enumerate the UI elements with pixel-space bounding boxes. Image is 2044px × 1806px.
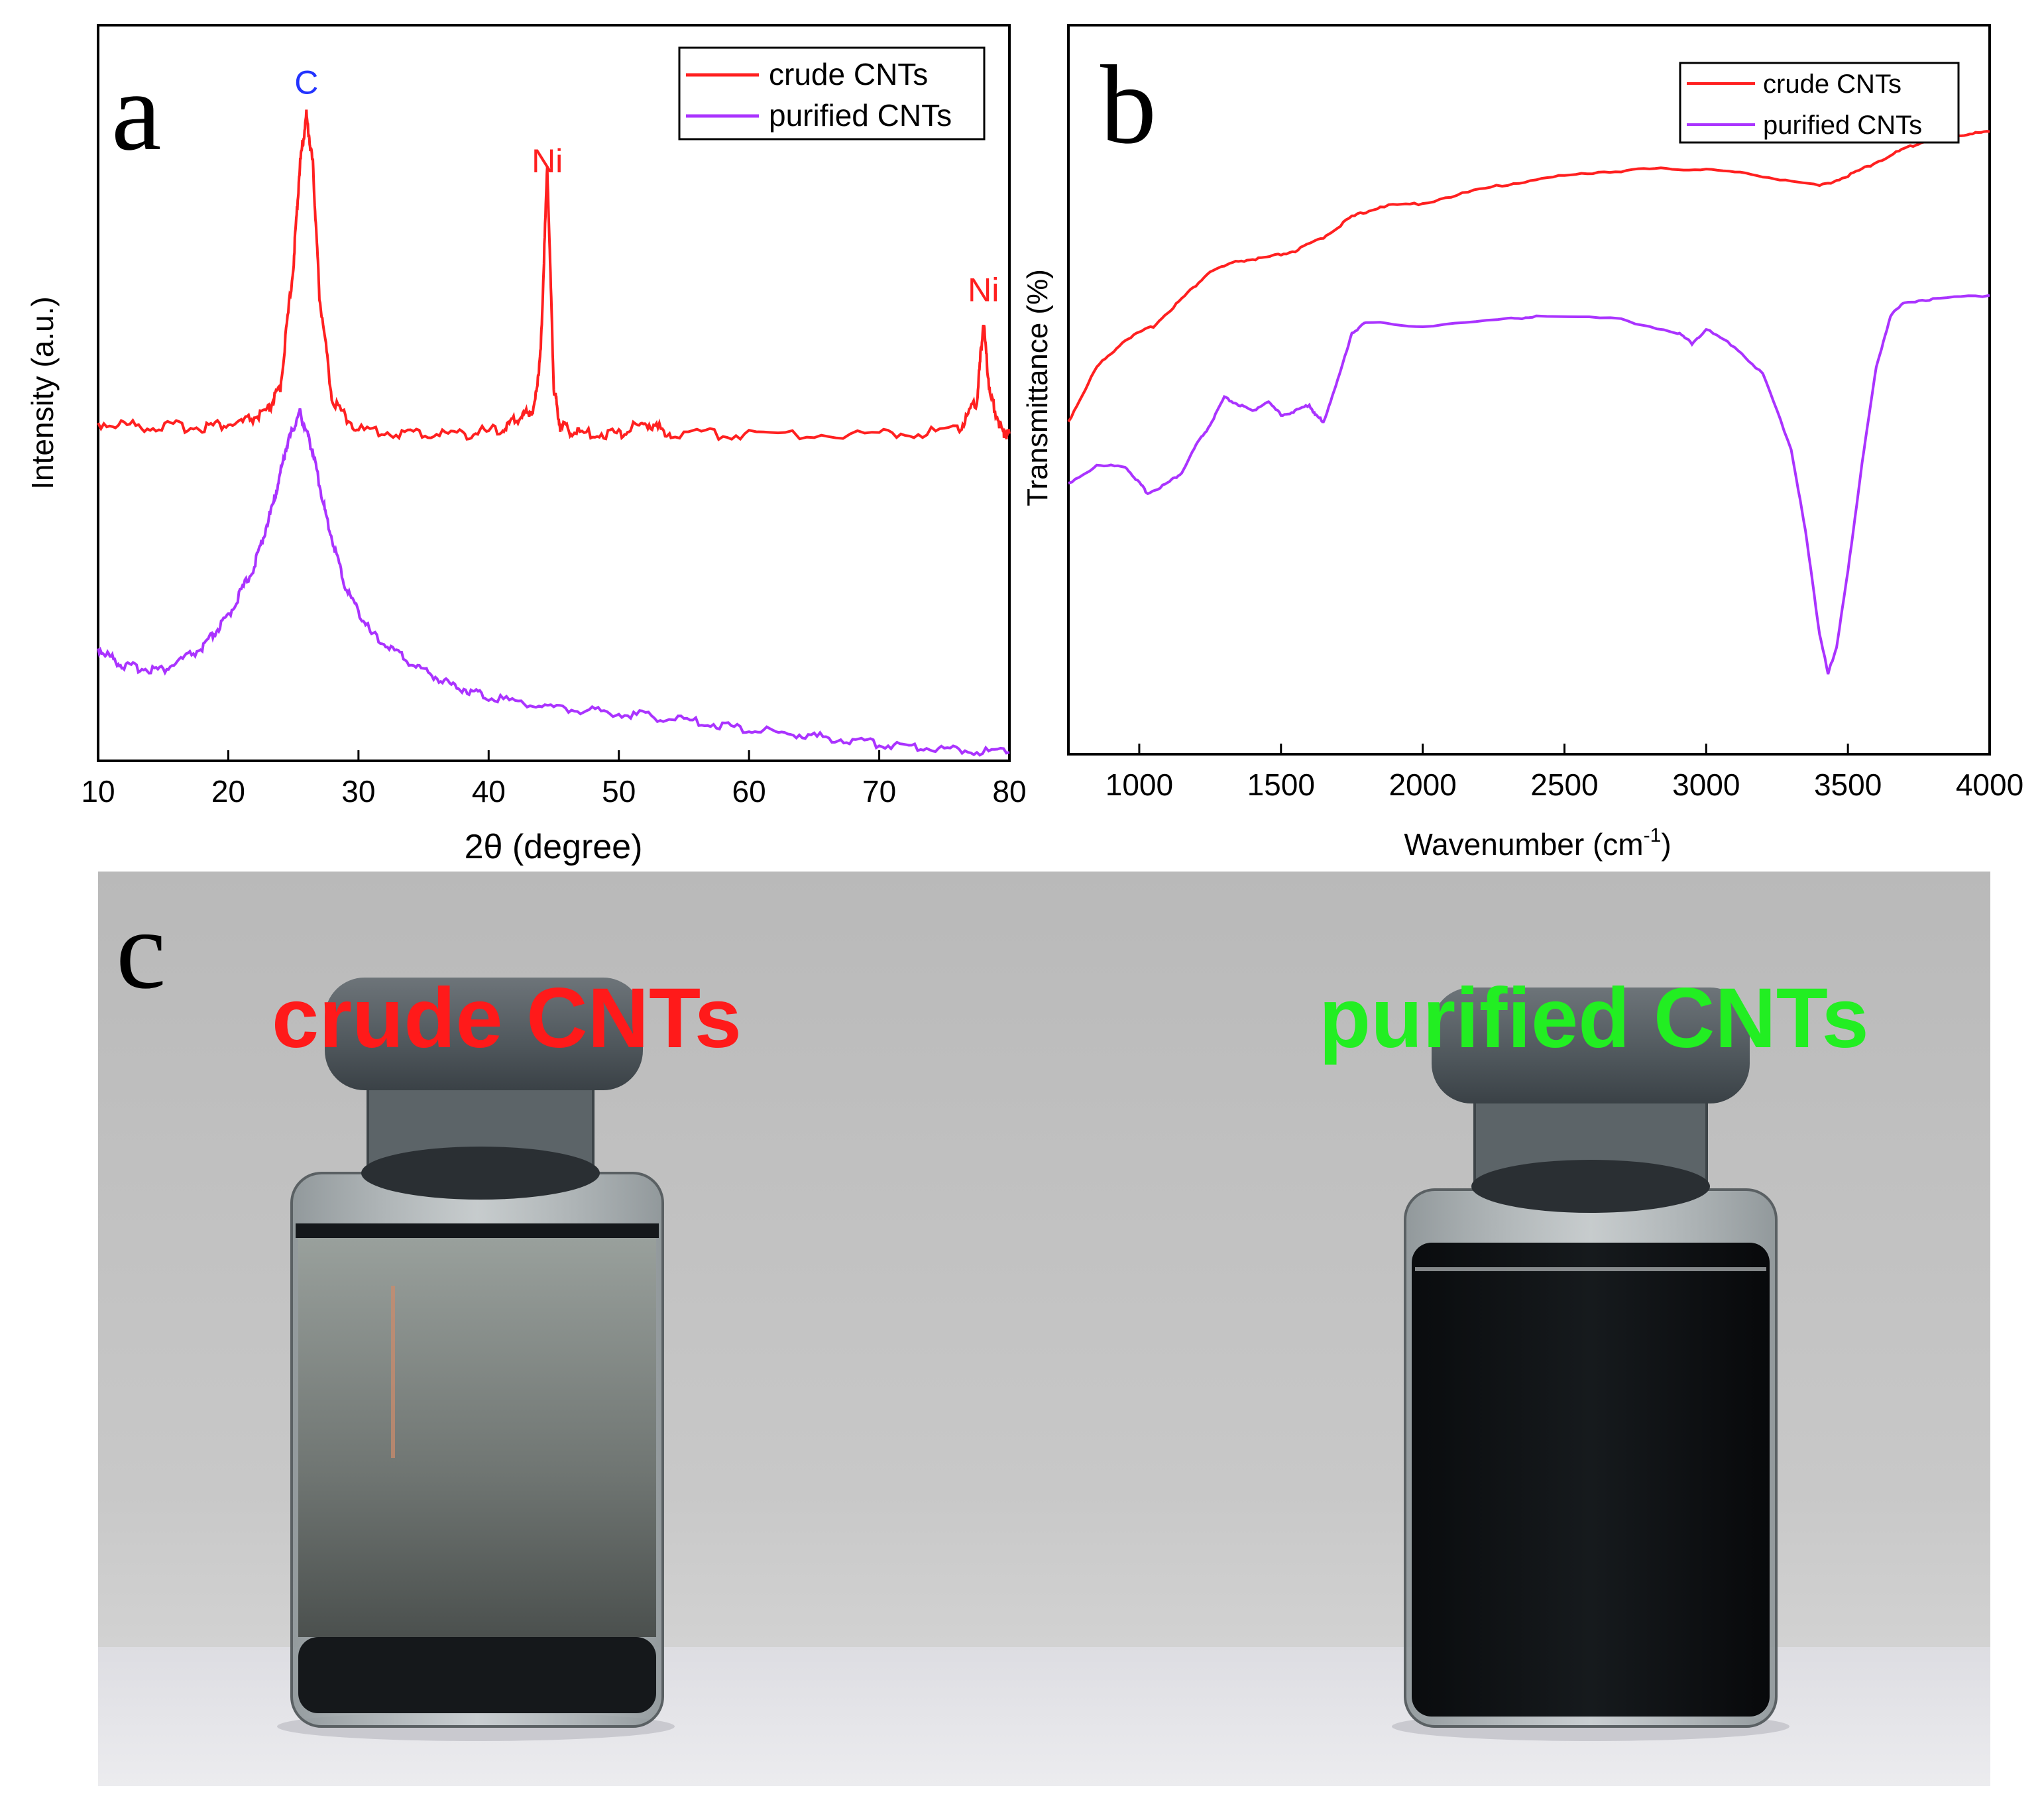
vial-purified-liquid	[1412, 1243, 1770, 1717]
panel-b-x-axis-label-close: )	[1661, 827, 1671, 862]
panel-b-purified-cnts-line	[1068, 294, 1990, 675]
photo-label-crude-cnts: crude CNTs	[272, 971, 742, 1066]
vial-crude-reflection	[391, 1286, 395, 1458]
vial-crude-meniscus	[296, 1223, 659, 1238]
panel-a-peak-label: C	[294, 64, 318, 101]
panel-b-x-tick-labels: 1000 1500 2000 2500 3000 3500 4000	[1106, 767, 2023, 802]
panel-b-x-axis-label: Wavenumber (cm-1)	[1404, 824, 1671, 862]
vial-crude-sediment	[298, 1637, 656, 1713]
panel-a-x-tick-label: 70	[862, 774, 896, 809]
panel-a-legend-box	[678, 46, 986, 141]
panel-a-x-tick-label: 50	[602, 774, 636, 809]
panel-b-legend-crude-label: crude CNTs	[1763, 70, 1902, 99]
panel-a-crude-cnts-line	[97, 109, 1011, 441]
panel-b-x-tick-label: 2500	[1530, 767, 1598, 802]
panel-b-y-axis-label: Transmittance (%)	[1021, 269, 1054, 506]
panel-b-x-tick-label: 2000	[1389, 767, 1456, 802]
panel-b-legend-purified-label: purified CNTs	[1763, 111, 1922, 140]
panel-a-x-tick-label: 10	[81, 774, 115, 809]
panel-a-purified-cnts-line	[97, 408, 1010, 757]
panel-b-x-tick-label: 4000	[1956, 767, 2023, 802]
panel-b-x-axis-label-sup: -1	[1644, 824, 1662, 846]
vial-purified-cap	[1432, 988, 1750, 1103]
panel-a-peak-label: Ni	[532, 142, 563, 180]
panel-b-x-tick-label: 1000	[1106, 767, 1173, 802]
photo-label-purified-cnts: purified CNTs	[1319, 971, 1869, 1066]
vial-purified-meniscus-highlight	[1415, 1267, 1766, 1271]
panel-a-x-tick-labels: 10 20 30 40 50 60 70 80	[81, 774, 1026, 809]
panel-a-x-tick-label: 80	[992, 774, 1026, 809]
panel-b-x-tick-label: 3000	[1672, 767, 1740, 802]
panel-a-xrd-chart: 10 20 30 40 50 60 70 80 C Ni Ni a 2θ (degree) Int…	[25, 24, 1027, 866]
panel-a-peak-label: Ni	[968, 272, 999, 309]
panel-b-ftir-chart: 1000 1500 2000 2500 3000 3500 4000 b Wavenumbe…	[1021, 24, 2023, 862]
panel-a-x-ticks	[97, 750, 1011, 761]
panel-a-x-tick-label: 20	[211, 774, 245, 809]
panel-a-letter: a	[111, 49, 161, 174]
panel-b-x-axis-label-main: Wavenumber (cm	[1404, 827, 1643, 862]
panel-a-x-tick-label: 30	[341, 774, 375, 809]
panel-a-legend-purified-label: purified CNTs	[769, 98, 952, 133]
panel-c-letter: c	[116, 887, 166, 1012]
vial-crude-stopper	[361, 1147, 600, 1200]
panel-a-x-axis-label: 2θ (degree)	[465, 828, 643, 866]
panel-b-x-ticks	[1138, 744, 1991, 754]
panel-a-x-tick-label: 40	[472, 774, 506, 809]
panel-b-legend: crude CNTs purified CNTs	[1679, 62, 1960, 144]
panel-b-crude-cnts-line	[1067, 130, 1990, 423]
panel-b-plot-frame	[1067, 24, 1991, 756]
vial-crude-liquid	[298, 1233, 656, 1637]
panel-a-peak-annotations: C Ni Ni	[294, 64, 999, 308]
panel-b-x-tick-label: 3500	[1814, 767, 1882, 802]
panel-a-x-tick-label: 60	[732, 774, 766, 809]
panel-c-photo: c crude CNTs purified CNTs	[98, 872, 1990, 1786]
panel-b-legend-box	[1679, 62, 1960, 144]
vial-crude-cnts	[277, 978, 675, 1741]
panel-a-legend-crude-label: crude CNTs	[769, 57, 928, 91]
vial-purified-cnts	[1392, 988, 1789, 1741]
vial-purified-stopper	[1471, 1160, 1710, 1213]
panel-a-y-axis-label: Intensity (a.u.)	[25, 296, 60, 489]
panel-a-legend: crude CNTs purified CNTs	[678, 46, 986, 141]
vial-crude-cap	[325, 978, 643, 1090]
panel-b-x-tick-label: 1500	[1247, 767, 1315, 802]
panel-b-letter: b	[1100, 42, 1157, 167]
